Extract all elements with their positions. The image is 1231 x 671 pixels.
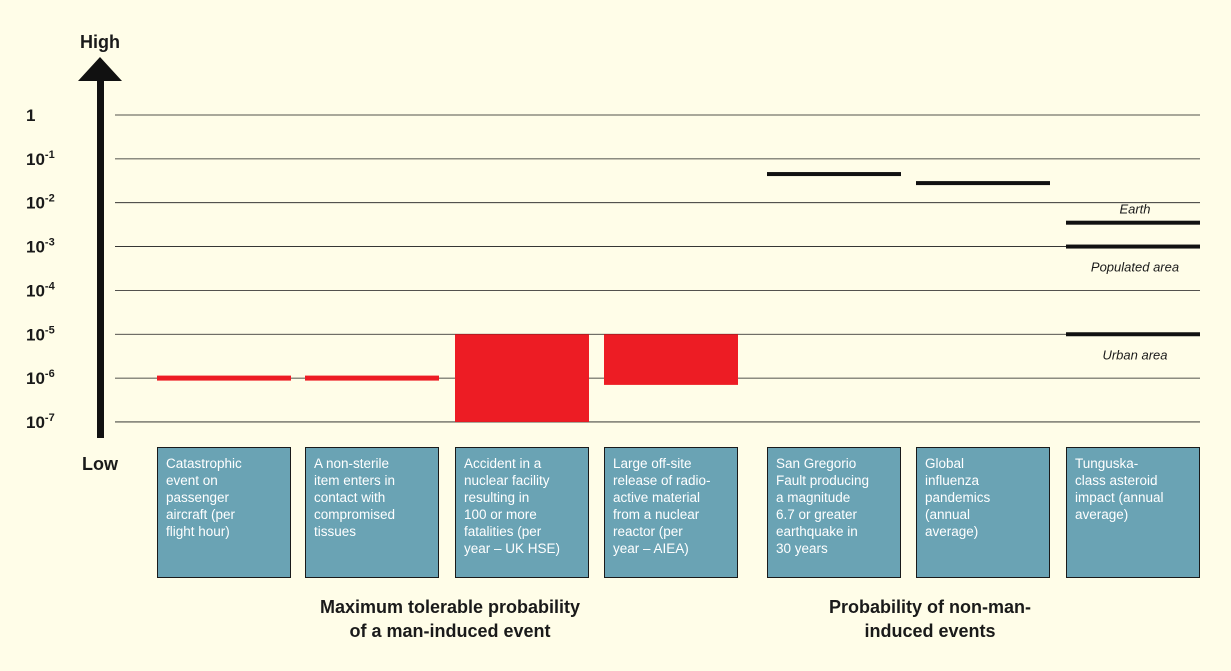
event-description-line: Global <box>925 456 965 471</box>
event-description-line: item enters in <box>314 473 396 488</box>
event-description-line: fatalities (per <box>464 524 542 539</box>
group-title-line: of a man-induced event <box>349 621 551 641</box>
event-description-line: Accident in a <box>464 456 542 471</box>
event-description-line: year – UK HSE) <box>464 541 561 556</box>
event-description-line: class asteroid <box>1075 473 1158 488</box>
event-description-line: aircraft (per <box>166 507 236 522</box>
y-tick-label: 1 <box>26 106 35 125</box>
event-description-box: Global influenza pandemics (annual average) <box>916 447 1050 578</box>
probability-level-line <box>916 181 1050 186</box>
event-description-line: compromised <box>314 507 396 522</box>
event-description-box: Accident in a nuclear facility resulting i… <box>455 447 589 578</box>
event-description-line: Fault producing <box>776 473 870 488</box>
event-description-line: flight hour) <box>166 524 230 539</box>
event-description-line: average) <box>925 524 979 539</box>
event-description-line: 100 or more <box>464 507 537 522</box>
y-tick-label: 10-2 <box>26 193 55 213</box>
event-description-box: Catastrophic event on passenger aircraft (p… <box>157 447 291 578</box>
probability-bar <box>455 334 589 422</box>
event-description-line: active material <box>613 490 701 505</box>
event-description-line: tissues <box>314 524 357 539</box>
group-title: Maximum tolerable probability of a man-in… <box>240 595 660 643</box>
event-description-line: year – AIEA) <box>613 541 689 556</box>
probability-bar <box>604 334 738 385</box>
event-description-line: (annual <box>925 507 971 522</box>
event-description-line: Catastrophic <box>166 456 242 471</box>
event-description-box: San Gregorio Fault producing a magnitude 6.… <box>767 447 901 578</box>
event-description-line: Large off-site <box>613 456 692 471</box>
event-description-line: pandemics <box>925 490 991 505</box>
event-description-line: earthquake in <box>776 524 858 539</box>
probability-bar <box>305 375 439 381</box>
y-axis-low-label: Low <box>82 454 119 474</box>
event-description-line: event on <box>166 473 218 488</box>
y-axis-line <box>97 76 104 438</box>
y-tick-label: 10-7 <box>26 412 55 432</box>
group-title-line: Probability of non-man- <box>829 597 1031 617</box>
y-tick-label: 10-6 <box>26 368 55 388</box>
group-title-line: Maximum tolerable probability <box>319 597 581 617</box>
event-description-line: Tunguska- <box>1075 456 1139 471</box>
level-label: Urban area <box>1102 347 1167 362</box>
probability-level-line <box>767 172 901 177</box>
event-description-line: nuclear facility <box>464 473 550 488</box>
event-description-line: reactor (per <box>613 524 683 539</box>
event-description-line: contact with <box>314 490 386 505</box>
level-label: Earth <box>1119 202 1150 217</box>
event-description-line: A non-sterile <box>314 456 390 471</box>
event-description-line: 6.7 or greater <box>776 507 858 522</box>
group-title: Probability of non-man-induced events <box>770 595 1090 643</box>
event-description-line: from a nuclear <box>613 507 700 522</box>
probability-level-line <box>1066 332 1200 337</box>
event-description-box: Tunguska-class asteroid impact (annual ave… <box>1066 447 1200 578</box>
event-description-line: average) <box>1075 507 1129 522</box>
event-description-line: San Gregorio <box>776 456 857 471</box>
event-description-box: A non-sterile item enters in contact with c… <box>305 447 439 578</box>
event-description-line: a magnitude <box>776 490 851 505</box>
y-tick-label: 10-3 <box>26 237 55 257</box>
event-description-line: release of radio- <box>613 473 711 488</box>
level-label: Populated area <box>1091 260 1179 275</box>
event-description-line: impact (annual <box>1075 490 1164 505</box>
event-description-box: Large off-site release of radio-active ma… <box>604 447 738 578</box>
event-description-line: passenger <box>166 490 230 505</box>
probability-level-line <box>1066 244 1200 249</box>
event-description-line: 30 years <box>776 541 828 556</box>
y-tick-label: 10-1 <box>26 149 55 169</box>
y-axis-arrowhead <box>78 57 122 81</box>
probability-level-line <box>1066 220 1200 225</box>
event-description-line: influenza <box>925 473 980 488</box>
y-tick-label: 10-5 <box>26 324 55 344</box>
probability-bar <box>157 375 291 381</box>
y-axis-high-label: High <box>80 32 120 52</box>
group-title-line: induced events <box>864 621 996 641</box>
event-description-line: resulting in <box>464 490 530 505</box>
y-tick-label: 10-4 <box>26 280 56 300</box>
